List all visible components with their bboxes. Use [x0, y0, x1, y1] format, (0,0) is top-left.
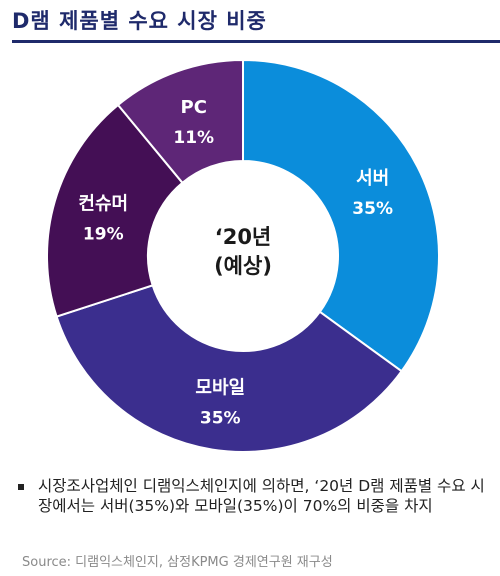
- slice-value-label: 19%: [83, 224, 124, 244]
- slice-labels: 서버 35% 모바일 35% 컨슈머 19% PC 11%: [78, 97, 393, 429]
- slice-category-label: 서버: [356, 168, 389, 189]
- source-note: Source: 디램익스체인지, 삼정KPMG 경제연구원 재구성: [22, 555, 333, 570]
- slice-value-label: 35%: [200, 409, 241, 429]
- slice-value-label: 35%: [352, 199, 393, 219]
- slice-category-label: 모바일: [195, 378, 245, 399]
- center-label-estimate: (예상): [214, 254, 272, 278]
- slice-category-label: 컨슈머: [78, 193, 128, 214]
- slice-pc: [116, 58, 244, 185]
- title-underline: [12, 40, 500, 43]
- chart-title: D램 제품별 수요 시장 비중: [12, 9, 267, 33]
- slice-value-label: 11%: [173, 128, 214, 148]
- note-bullet: 시장조사업체인 디램익스체인지에 의하면, ‘20년 D램 제품별 수요 시장에…: [18, 476, 488, 516]
- note-text: 시장조사업체인 디램익스체인지에 의하면, ‘20년 D램 제품별 수요 시장에…: [38, 477, 485, 515]
- bullet-square-icon: [18, 484, 24, 490]
- donut-chart: 서버 35% 모바일 35% 컨슈머 19% PC 11% ‘20년 (예상): [46, 58, 440, 453]
- slice-consumer: [46, 103, 184, 318]
- donut-slices: [46, 58, 440, 453]
- slice-category-label: PC: [181, 97, 207, 118]
- slice-server: [242, 58, 440, 373]
- center-label-year: ‘20년: [215, 225, 272, 249]
- slice-mobile: [55, 284, 403, 453]
